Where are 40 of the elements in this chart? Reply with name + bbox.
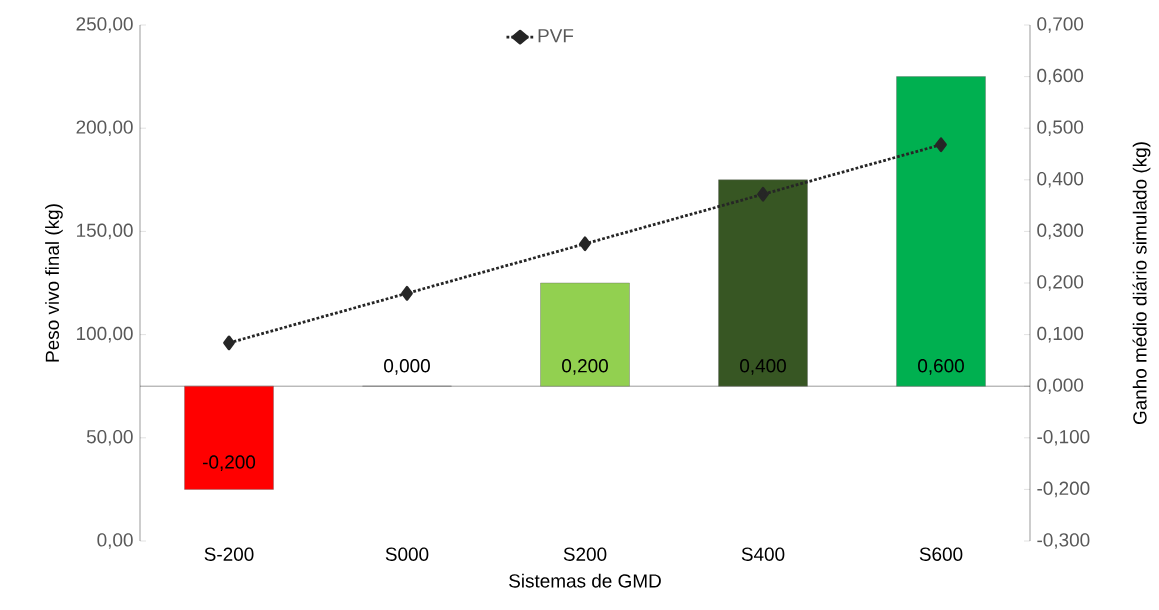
y2-axis-title: Ganho médio diário simulado (kg)	[1132, 142, 1151, 425]
x-tick-label: S400	[741, 547, 785, 561]
y2-tick-label: 0,600	[1037, 68, 1084, 85]
y2-tick-label: -0,100	[1037, 429, 1090, 446]
y2-tick-label: 0,300	[1037, 223, 1084, 240]
legend-label: PVF	[538, 29, 574, 43]
data-label: 0,400	[740, 359, 786, 375]
data-label: -0,200	[203, 455, 256, 471]
y-tick-label: 150,00	[77, 223, 133, 240]
y2-tick-label: -0,300	[1037, 533, 1090, 549]
point	[223, 335, 235, 351]
bar	[718, 179, 808, 387]
bar	[184, 386, 274, 490]
x-tick-label: S200	[563, 547, 607, 561]
y2-tick-label: 0,400	[1037, 171, 1084, 188]
bar	[896, 76, 986, 387]
y2-tick-label: 0,100	[1037, 326, 1084, 343]
x-tick-label: S-200	[204, 547, 254, 561]
point	[757, 186, 769, 202]
data-label: 0,000	[384, 359, 430, 375]
point	[401, 285, 413, 301]
data-label: 0,200	[562, 359, 608, 375]
y-tick-label: 100,00	[77, 326, 133, 343]
point	[935, 137, 947, 153]
y-axis-title: Peso vivo final (kg)	[45, 204, 63, 362]
y-tick-label: 250,00	[76, 17, 133, 33]
y2-tick-label: 0,200	[1037, 275, 1084, 291]
y-tick-label: 0,00	[97, 533, 133, 549]
x-axis-title: Sistemas de GMD	[509, 573, 661, 588]
x-tick-label: S000	[385, 547, 429, 561]
data-label: 0,600	[918, 359, 964, 375]
y-tick-label: 50,00	[86, 429, 133, 446]
y-tick-label: 200,00	[76, 120, 133, 137]
y2-tick-label: 0,000	[1037, 378, 1084, 395]
bar	[540, 282, 630, 387]
y2-tick-label: -0,200	[1037, 481, 1090, 498]
y2-tick-label: 0,500	[1037, 120, 1084, 137]
point	[579, 236, 591, 252]
y2-tick-label: 0,700	[1037, 17, 1084, 33]
x-tick-label: S600	[919, 547, 963, 561]
